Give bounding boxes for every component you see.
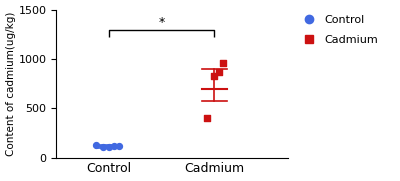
Point (111, 145, 117, 148)
Point (93, 144, 99, 147)
Y-axis label: Content of cadmium(ug/kg): Content of cadmium(ug/kg) (6, 11, 16, 156)
Point (216, 70, 223, 73)
Point (211, 74, 217, 77)
Point (116, 144, 122, 147)
Point (100, 145, 107, 148)
Point (106, 146, 112, 148)
Point (204, 117, 210, 120)
Legend: Control, Cadmium: Control, Cadmium (298, 15, 379, 45)
Text: *: * (158, 16, 165, 29)
Point (220, 61, 226, 64)
